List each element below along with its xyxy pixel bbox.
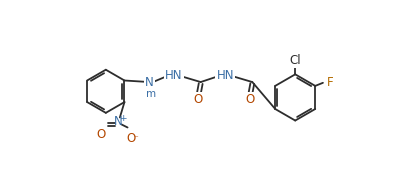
Text: +: + — [119, 114, 127, 123]
Text: m: m — [147, 89, 156, 99]
Text: O: O — [97, 128, 106, 141]
Text: O: O — [127, 132, 136, 145]
Text: HN: HN — [216, 69, 234, 82]
Text: O: O — [245, 93, 255, 106]
Text: N: N — [114, 115, 123, 128]
Text: HN: HN — [165, 69, 182, 82]
Text: O: O — [194, 93, 203, 106]
Text: Cl: Cl — [290, 54, 301, 67]
Text: F: F — [327, 75, 333, 89]
Text: N: N — [145, 75, 154, 89]
Text: ⁻: ⁻ — [134, 134, 138, 143]
